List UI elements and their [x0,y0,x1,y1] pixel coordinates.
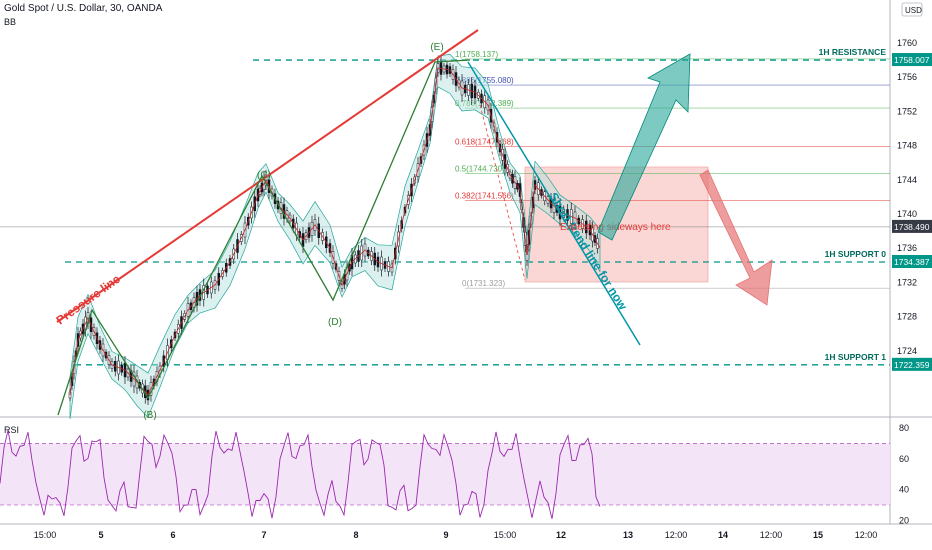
price-tick: 1736 [897,243,917,253]
rsi-tick: 60 [899,454,909,464]
bb-basis-line [69,67,601,396]
wave-path [57,59,471,416]
rsi-band [0,443,890,505]
trend-line [467,61,641,346]
current-price-tag [892,219,932,233]
wave-label: (C) [257,170,271,181]
time-tick: 9 [443,530,448,540]
chart-title: Gold Spot / U.S. Dollar, 30, OANDA [4,3,163,14]
rsi-tick: 80 [899,423,909,433]
fib-label: 0.618(1747.868) [455,138,514,147]
time-tick: 15:00 [34,530,57,540]
time-tick: 15 [813,530,823,540]
current-price-label: 1738.490 [894,222,930,232]
wave-label: (D) [328,317,342,328]
time-tick: 12:00 [760,530,783,540]
currency-box [901,2,923,17]
time-tick: 12 [556,530,566,540]
price-tick: 1732 [897,277,917,287]
bullish-arrow [597,53,691,241]
level-name: 1H SUPPORT 0 [825,249,887,259]
rsi-label: RSI [4,425,19,435]
level-name: 1H RESISTANCE [819,47,887,57]
time-tick: 5 [98,530,103,540]
level-price-tag [892,357,932,371]
bearish-arrow [699,169,773,306]
fib-label: 0(1731.323) [462,279,505,288]
pressure-line [56,29,479,323]
bb-indicator-label: BB [4,17,17,27]
time-tick: 14 [718,530,728,540]
level-price-tag [892,53,932,67]
level-price: 1722.359 [894,360,930,370]
rsi-tick: 40 [899,485,909,495]
price-tick: 1752 [897,106,917,116]
price-tick: 1756 [897,72,917,82]
level-price: 1758.007 [894,55,930,65]
fib-label: 0.886(1755.080) [455,76,514,85]
price-tick: 1728 [897,312,917,322]
time-tick: 12:00 [665,530,688,540]
fib-label: 0.382(1741.566) [455,192,514,201]
time-tick: 7 [261,530,266,540]
wave-label: (E) [430,42,443,53]
price-tick: 1740 [897,209,917,219]
price-tick: 1760 [897,38,917,48]
level-name: 1H SUPPORT 1 [825,352,887,362]
fib-diagonal [479,104,526,281]
time-tick: 6 [170,530,175,540]
price-tick: 1748 [897,141,917,151]
wave-label: (B) [143,410,156,421]
time-tick: 15:00 [494,530,517,540]
currency-label: USD [905,6,922,15]
fib-label: 1(1758.137) [455,50,498,59]
bollinger-bands [69,54,601,420]
time-tick: 12:00 [855,530,878,540]
price-tick: 1724 [897,346,917,356]
rsi-line [0,430,601,519]
price-tick: 1744 [897,175,917,185]
fib-label: 0.5(1744.730) [455,165,505,174]
level-price: 1734.387 [894,257,930,267]
level-price-tag [892,254,932,268]
time-tick: 8 [353,530,358,540]
time-tick: 13 [623,530,633,540]
rsi-tick: 20 [899,515,909,525]
